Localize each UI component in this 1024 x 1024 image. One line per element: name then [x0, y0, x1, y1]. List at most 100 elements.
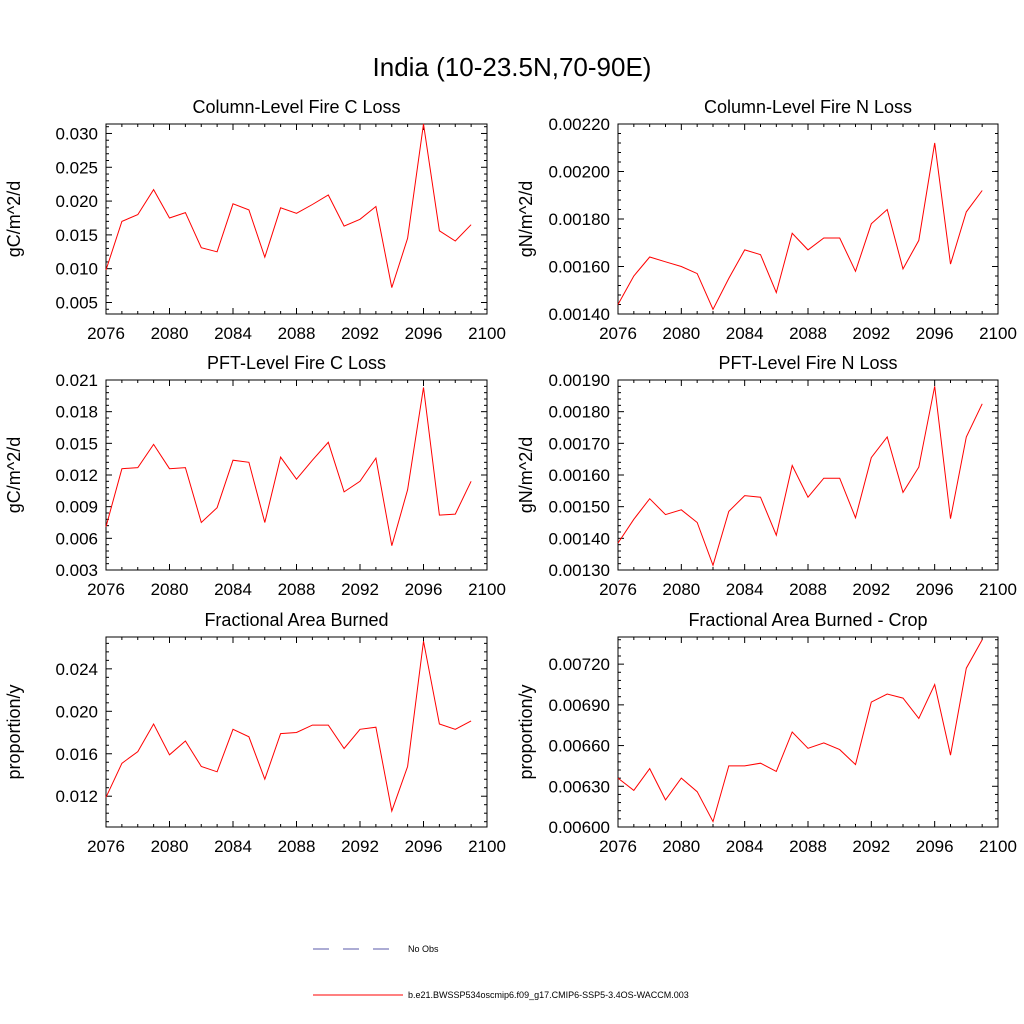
y-axis-label: gC/m^2/d [4, 437, 24, 513]
y-axis-label: proportion/y [4, 684, 24, 779]
x-tick-label: 2084 [214, 837, 252, 856]
y-tick-label: 0.00720 [549, 655, 610, 674]
x-tick-label: 2084 [726, 837, 764, 856]
x-tick-label: 2076 [87, 837, 125, 856]
x-tick-label: 2084 [214, 580, 252, 599]
x-tick-label: 2100 [979, 837, 1017, 856]
x-tick-label: 2076 [87, 580, 125, 599]
y-tick-label: 0.00630 [549, 777, 610, 796]
y-tick-label: 0.00660 [549, 737, 610, 756]
x-tick-label: 2076 [599, 580, 637, 599]
panel-title: PFT-Level Fire N Loss [718, 353, 897, 373]
y-axis-label: proportion/y [516, 684, 536, 779]
x-tick-label: 2096 [916, 837, 954, 856]
panel-title: Column-Level Fire N Loss [704, 97, 912, 117]
x-tick-label: 2096 [405, 580, 443, 599]
x-tick-label: 2100 [468, 580, 506, 599]
figure-title: India (10-23.5N,70-90E) [373, 52, 652, 82]
series-line [105, 387, 472, 546]
y-tick-label: 0.00180 [549, 210, 610, 229]
x-tick-label: 2092 [341, 580, 379, 599]
panel-title: Column-Level Fire C Loss [192, 97, 400, 117]
y-tick-label: 0.00190 [549, 371, 610, 390]
plot-frame [105, 123, 488, 315]
series-line [617, 386, 983, 567]
y-tick-label: 0.015 [55, 226, 98, 245]
x-tick-label: 2100 [468, 837, 506, 856]
y-tick-label: 0.016 [55, 745, 98, 764]
series-line [105, 641, 472, 814]
x-tick-label: 2100 [468, 324, 506, 343]
y-tick-label: 0.015 [55, 434, 98, 453]
x-tick-label: 2076 [599, 324, 637, 343]
x-tick-label: 2084 [726, 324, 764, 343]
plot-frame [105, 379, 488, 571]
y-tick-label: 0.00160 [549, 258, 610, 277]
x-tick-label: 2096 [405, 837, 443, 856]
x-tick-label: 2096 [916, 580, 954, 599]
x-tick-label: 2080 [151, 580, 189, 599]
x-tick-label: 2088 [278, 324, 316, 343]
y-tick-label: 0.00140 [549, 529, 610, 548]
x-tick-label: 2088 [789, 324, 827, 343]
plot-frame [617, 379, 999, 571]
chart-panel-1: 2076 2080 2084 2088 2092 2096 2100 0.005 0.010 0.… [4, 97, 506, 343]
y-tick-label: 0.006 [55, 529, 98, 548]
x-tick-label: 2080 [662, 324, 700, 343]
chart-panel-2: 2076 2080 2084 2088 2092 2096 2100 0.00140 0.001… [516, 97, 1017, 343]
y-axis-label: gN/m^2/d [516, 437, 536, 513]
y-tick-label: 0.003 [55, 561, 98, 580]
x-tick-label: 2088 [789, 580, 827, 599]
y-tick-label: 0.025 [55, 158, 98, 177]
chart-panel-5: 2076 2080 2084 2088 2092 2096 2100 0.012 0.016 0.… [4, 610, 506, 856]
x-tick-label: 2092 [341, 324, 379, 343]
x-tick-label: 2084 [726, 580, 764, 599]
y-tick-label: 0.021 [55, 371, 98, 390]
y-tick-label: 0.00160 [549, 466, 610, 485]
x-tick-label: 2088 [789, 837, 827, 856]
y-tick-label: 0.012 [55, 466, 98, 485]
x-tick-label: 2080 [151, 324, 189, 343]
y-tick-label: 0.00220 [549, 115, 610, 134]
y-tick-label: 0.009 [55, 498, 98, 517]
y-tick-label: 0.018 [55, 403, 98, 422]
y-tick-label: 0.00180 [549, 403, 610, 422]
x-tick-label: 2080 [662, 580, 700, 599]
y-tick-label: 0.020 [55, 192, 98, 211]
legend: No Obs b.e21.BWSSP534oscmip6.f09_g17.CMIP… [313, 944, 689, 1000]
y-tick-label: 0.030 [55, 124, 98, 143]
y-tick-label: 0.00690 [549, 696, 610, 715]
plot-frame [617, 123, 999, 315]
chart-panel-4: 2076 2080 2084 2088 2092 2096 2100 0.00130 0.001… [516, 353, 1017, 599]
y-tick-label: 0.00150 [549, 498, 610, 517]
y-tick-label: 0.024 [55, 660, 98, 679]
panel-title: Fractional Area Burned - Crop [688, 610, 927, 630]
y-tick-label: 0.010 [55, 260, 98, 279]
x-tick-label: 2080 [151, 837, 189, 856]
series-line [617, 639, 983, 823]
y-tick-label: 0.00170 [549, 434, 610, 453]
panel-title: PFT-Level Fire C Loss [207, 353, 386, 373]
y-tick-label: 0.00140 [549, 305, 610, 324]
chart-panels: 2076 2080 2084 2088 2092 2096 2100 0.005 0.010 0.… [4, 97, 1017, 856]
x-tick-label: 2096 [916, 324, 954, 343]
y-axis-label: gC/m^2/d [4, 181, 24, 257]
y-axis-label: gN/m^2/d [516, 181, 536, 257]
y-tick-label: 0.00130 [549, 561, 610, 580]
legend-label-2: b.e21.BWSSP534oscmip6.f09_g17.CMIP6-SSP5… [408, 990, 689, 1000]
y-tick-label: 0.00600 [549, 818, 610, 837]
legend-label-1: No Obs [408, 944, 439, 954]
series-line [105, 123, 472, 288]
y-tick-label: 0.012 [55, 787, 98, 806]
x-tick-label: 2088 [278, 837, 316, 856]
chart-panel-6: 2076 2080 2084 2088 2092 2096 2100 0.00600 0.006… [516, 610, 1017, 856]
series-line [617, 142, 983, 311]
y-tick-label: 0.005 [55, 294, 98, 313]
x-tick-label: 2092 [341, 837, 379, 856]
x-tick-label: 2080 [662, 837, 700, 856]
panel-title: Fractional Area Burned [204, 610, 388, 630]
chart-panel-3: 2076 2080 2084 2088 2092 2096 2100 0.003 0.006 0.… [4, 353, 506, 599]
x-tick-label: 2092 [852, 580, 890, 599]
x-tick-label: 2076 [599, 837, 637, 856]
